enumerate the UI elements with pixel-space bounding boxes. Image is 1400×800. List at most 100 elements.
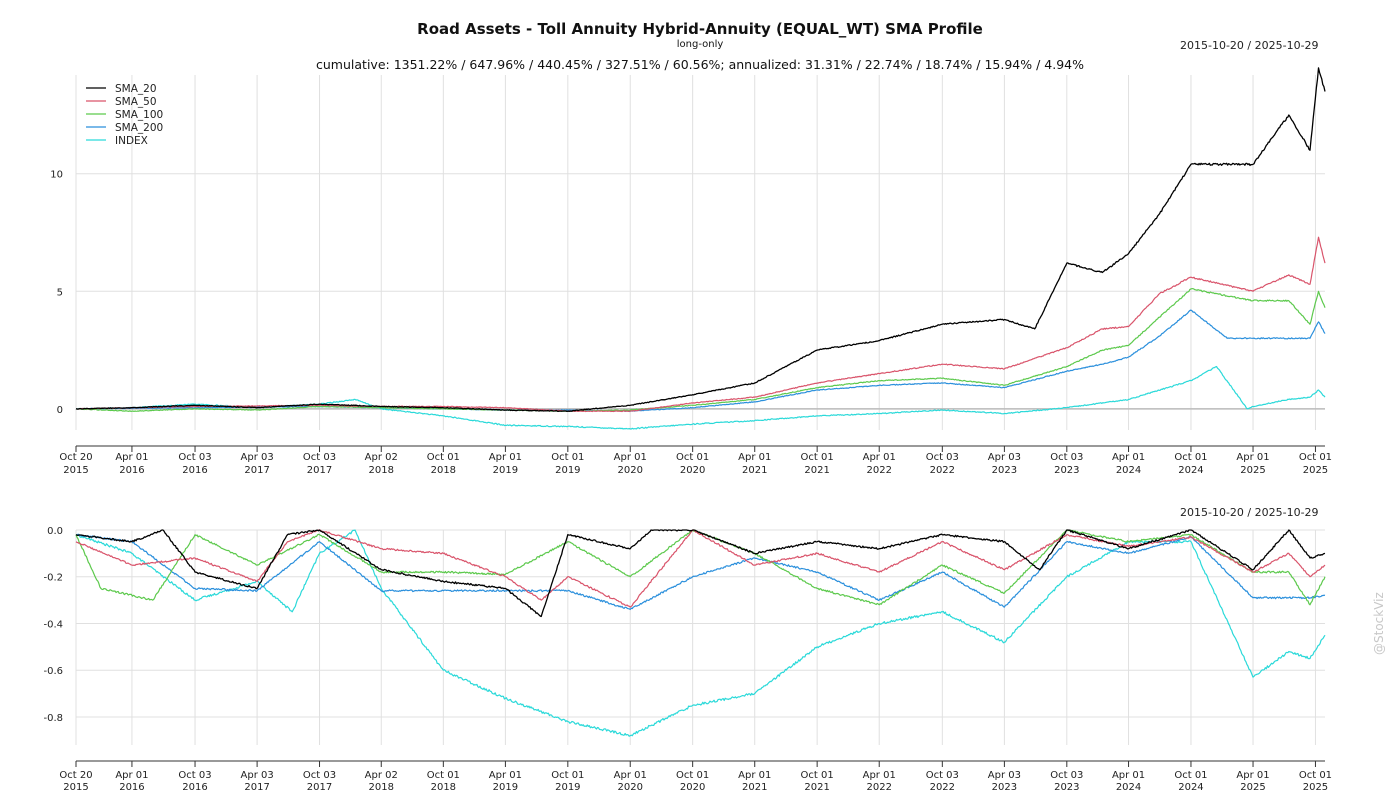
top-xtick-label: Oct 03 <box>303 452 336 463</box>
top-xtick-label: Apr 01 <box>115 452 148 463</box>
bottom-xtick-label: Oct 01 <box>551 770 584 781</box>
bottom-xtick-year: 2018 <box>369 782 394 793</box>
top-xtick-label: Apr 03 <box>988 452 1021 463</box>
bottom-xtick-label: Apr 01 <box>115 770 148 781</box>
top-xtick-year: 2025 <box>1303 465 1328 476</box>
bottom-xtick-year: 2019 <box>493 782 518 793</box>
top-xtick-label: Apr 03 <box>241 452 274 463</box>
top-xtick-year: 2018 <box>431 465 456 476</box>
bottom-xtick-year: 2022 <box>866 782 891 793</box>
bottom-xtick-year: 2020 <box>618 782 643 793</box>
legend-label-index: INDEX <box>115 135 148 147</box>
top-xtick-label: Oct 03 <box>178 452 211 463</box>
top-xtick-year: 2017 <box>244 465 269 476</box>
top-xtick-label: Oct 01 <box>427 452 460 463</box>
bottom-xtick-label: Oct 03 <box>178 770 211 781</box>
bottom-xtick-label: Oct 03 <box>926 770 959 781</box>
top-ytick-label: 5 <box>57 287 63 298</box>
bottom-xtick-year: 2021 <box>804 782 829 793</box>
top-xtick-year: 2017 <box>307 465 332 476</box>
bottom-xtick-label: Oct 01 <box>801 770 834 781</box>
top-xtick-label: Apr 01 <box>863 452 896 463</box>
top-xtick-year: 2022 <box>930 465 955 476</box>
bottom-xtick-year: 2023 <box>992 782 1017 793</box>
top-xtick-year: 2022 <box>866 465 891 476</box>
legend-label-sma-20: SMA_20 <box>115 83 157 95</box>
bottom-series-sma-200 <box>75 533 1326 611</box>
top-xtick-year: 2018 <box>369 465 394 476</box>
bottom-xtick-label: Oct 03 <box>1050 770 1083 781</box>
top-xtick-year: 2019 <box>493 465 518 476</box>
top-xtick-year: 2025 <box>1240 465 1265 476</box>
bottom-xtick-label: Apr 01 <box>738 770 771 781</box>
bottom-xtick-label: Apr 03 <box>241 770 274 781</box>
bottom-xtick-year: 2016 <box>182 782 207 793</box>
top-series-sma-100 <box>75 288 1326 412</box>
chart-title: Road Assets - Toll Annuity Hybrid-Annuit… <box>417 20 983 38</box>
bottom-xtick-year: 2025 <box>1240 782 1265 793</box>
bottom-xtick-label: Oct 01 <box>1174 770 1207 781</box>
bottom-xtick-label: Apr 01 <box>489 770 522 781</box>
date-range-top: 2015-10-20 / 2025-10-29 <box>1180 39 1319 52</box>
top-xtick-label: Oct 03 <box>926 452 959 463</box>
bottom-xtick-label: Oct 01 <box>676 770 709 781</box>
bottom-xtick-year: 2021 <box>742 782 767 793</box>
legend-label-sma-50: SMA_50 <box>115 96 157 108</box>
top-xtick-label: Oct 01 <box>676 452 709 463</box>
bottom-xtick-year: 2023 <box>1054 782 1079 793</box>
bottom-xtick-year: 2024 <box>1178 782 1203 793</box>
top-xtick-year: 2016 <box>119 465 144 476</box>
bottom-xtick-label: Apr 01 <box>614 770 647 781</box>
top-series-sma-20 <box>75 67 1326 413</box>
bottom-ytick-label: -0.2 <box>43 573 63 584</box>
top-xtick-label: Oct 01 <box>1174 452 1207 463</box>
top-xtick-year: 2023 <box>1054 465 1079 476</box>
top-xtick-year: 2023 <box>992 465 1017 476</box>
bottom-xtick-label: Apr 01 <box>1236 770 1269 781</box>
top-xtick-label: Apr 01 <box>489 452 522 463</box>
chart-subtitle: long-only <box>676 39 724 50</box>
legend-label-sma-200: SMA_200 <box>115 122 163 134</box>
top-xtick-year: 2024 <box>1178 465 1203 476</box>
top-xtick-label: Apr 01 <box>1112 452 1145 463</box>
top-xtick-label: Apr 01 <box>614 452 647 463</box>
top-xtick-year: 2016 <box>182 465 207 476</box>
bottom-xtick-year: 2016 <box>119 782 144 793</box>
top-xtick-year: 2020 <box>680 465 705 476</box>
bottom-xtick-label: Oct 01 <box>1299 770 1332 781</box>
top-xtick-year: 2019 <box>555 465 580 476</box>
top-xtick-label: Oct 03 <box>1050 452 1083 463</box>
bottom-xtick-label: Apr 03 <box>988 770 1021 781</box>
bottom-series-index <box>75 529 1326 737</box>
bottom-xtick-year: 2024 <box>1116 782 1141 793</box>
bottom-xtick-year: 2019 <box>555 782 580 793</box>
performance-stats: cumulative: 1351.22% / 647.96% / 440.45%… <box>316 57 1084 72</box>
bottom-xtick-year: 2017 <box>244 782 269 793</box>
bottom-xtick-label: Apr 01 <box>1112 770 1145 781</box>
bottom-ytick-label: -0.6 <box>43 666 63 677</box>
bottom-xtick-label: Apr 02 <box>365 770 398 781</box>
top-xtick-label: Apr 02 <box>365 452 398 463</box>
bottom-xtick-label: Oct 03 <box>303 770 336 781</box>
bottom-ytick-label: 0.0 <box>47 526 63 537</box>
top-xtick-year: 2020 <box>618 465 643 476</box>
top-series-sma-200 <box>75 309 1326 413</box>
bottom-xtick-year: 2022 <box>930 782 955 793</box>
bottom-xtick-label: Oct 01 <box>427 770 460 781</box>
top-xtick-year: 2015 <box>63 465 88 476</box>
bottom-xtick-year: 2020 <box>680 782 705 793</box>
bottom-xtick-label: Apr 01 <box>863 770 896 781</box>
bottom-xtick-year: 2017 <box>307 782 332 793</box>
bottom-ytick-label: -0.4 <box>43 619 63 630</box>
date-range-bottom: 2015-10-20 / 2025-10-29 <box>1180 506 1319 519</box>
top-series-index <box>75 365 1326 430</box>
bottom-ytick-label: -0.8 <box>43 713 63 724</box>
top-xtick-year: 2024 <box>1116 465 1141 476</box>
bottom-xtick-year: 2025 <box>1303 782 1328 793</box>
top-xtick-label: Oct 01 <box>551 452 584 463</box>
top-panel: Oct 20 2015 Apr 01 2016 Oct 03 2016 Apr 03 2017… <box>50 67 1332 476</box>
top-xtick-year: 2021 <box>804 465 829 476</box>
